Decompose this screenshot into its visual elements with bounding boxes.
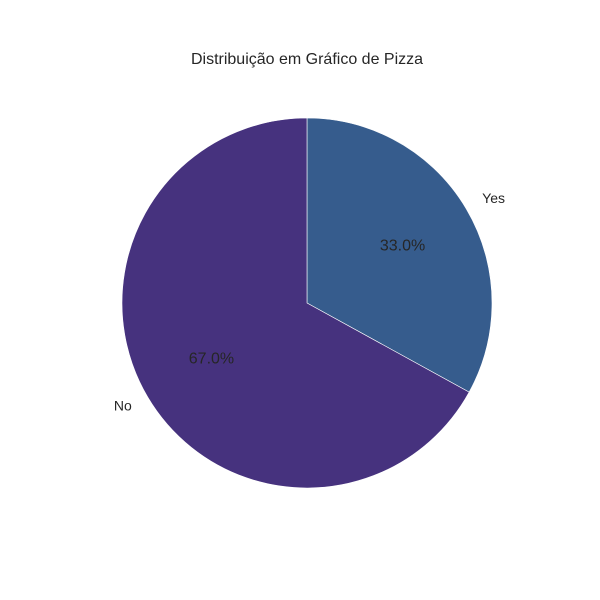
- slice-percent-no: 67.0%: [189, 351, 234, 368]
- pie-slices: [121, 117, 493, 489]
- slice-label-no: No: [114, 397, 132, 413]
- slice-label-yes: Yes: [482, 190, 505, 206]
- slice-percent-yes: 33.0%: [380, 238, 425, 255]
- chart-title: Distribuição em Gráfico de Pizza: [191, 51, 423, 68]
- pie-slice-no: [121, 117, 470, 489]
- pie-slice-yes: [306, 117, 493, 393]
- pie-labels: Yes 33.0% No 67.0%: [114, 190, 505, 413]
